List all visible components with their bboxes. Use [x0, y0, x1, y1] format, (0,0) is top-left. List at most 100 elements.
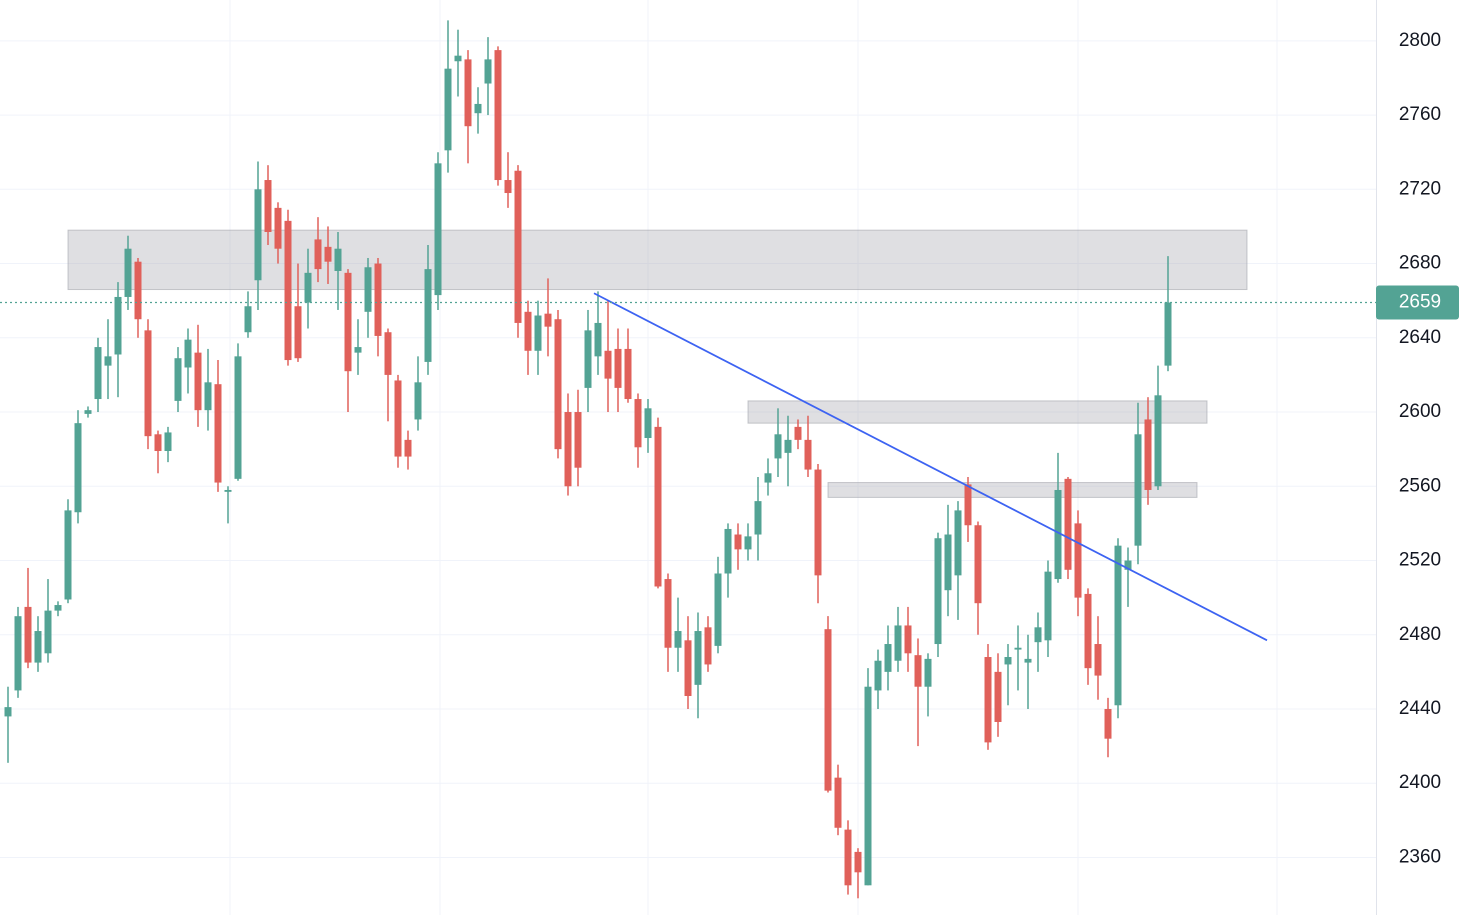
candle-body: [114, 296, 122, 355]
candle-body: [774, 434, 782, 459]
candle-body: [724, 528, 732, 574]
y-tick-label: 2520: [1399, 550, 1441, 571]
y-tick-label: 2400: [1399, 772, 1441, 793]
candle-body: [374, 263, 382, 336]
candle-body: [984, 657, 992, 743]
candle-body: [704, 627, 712, 665]
candle-body: [1124, 560, 1132, 570]
candle-body: [444, 68, 452, 151]
candle-body: [824, 629, 832, 791]
candle-body: [404, 439, 412, 457]
candle-body: [664, 579, 672, 648]
candle-body: [314, 239, 322, 270]
candle-body: [584, 330, 592, 388]
candle-body: [844, 829, 852, 886]
trendline: [593, 292, 1268, 642]
candle-body: [164, 432, 172, 452]
candle-body: [564, 412, 572, 487]
candle-body: [344, 272, 352, 372]
candle-body: [544, 313, 552, 327]
candle-body: [874, 660, 882, 691]
candle-body: [394, 380, 402, 457]
candle-body: [364, 267, 372, 312]
candle-body: [1074, 523, 1082, 598]
y-tick-label: 2360: [1399, 846, 1441, 867]
candle-body: [284, 220, 292, 361]
candle-body: [684, 640, 692, 696]
candle-body: [54, 605, 62, 611]
candle-body: [794, 426, 802, 440]
candle-body: [624, 348, 632, 400]
zone: [827, 482, 1198, 498]
candle-body: [434, 163, 442, 296]
candle-body: [754, 501, 762, 535]
candle-body: [24, 606, 32, 663]
y-tick-label: 2680: [1399, 253, 1441, 274]
candle-body: [994, 671, 1002, 722]
candle-body: [354, 347, 362, 353]
candle-body: [134, 261, 142, 320]
y-tick-label: 2600: [1399, 401, 1441, 422]
candle-body: [244, 306, 252, 333]
candle-body: [324, 246, 332, 262]
candle-body: [424, 269, 432, 362]
y-tick-label: 2560: [1399, 475, 1441, 496]
candle-body: [644, 408, 652, 439]
candle-body: [4, 707, 12, 717]
candle-body: [1024, 658, 1032, 663]
candle-body: [974, 525, 982, 604]
candle-body: [524, 311, 532, 351]
candle-body: [614, 348, 622, 388]
candle-body: [304, 272, 312, 303]
candle-body: [234, 356, 242, 479]
candle-body: [604, 350, 612, 379]
candle-body: [1054, 489, 1062, 580]
candle-body: [494, 50, 502, 181]
candle-body: [504, 180, 512, 194]
candle-body: [514, 170, 522, 323]
zone: [747, 400, 1208, 424]
candle-body: [1164, 302, 1172, 366]
x-grid: [229, 0, 1278, 915]
candle-body: [814, 469, 822, 576]
candle-body: [694, 631, 702, 685]
y-tick-label: 2480: [1399, 624, 1441, 645]
candle-body: [34, 631, 42, 663]
candle-body: [744, 536, 752, 550]
last-price-box: [1376, 285, 1459, 320]
candle-body: [1134, 434, 1142, 546]
candle-body: [224, 489, 232, 492]
candle-body: [784, 439, 792, 453]
candle-body: [924, 658, 932, 687]
candle-body: [634, 399, 642, 448]
candle-body: [654, 426, 662, 587]
candle-body: [1064, 478, 1072, 570]
candle-body: [1084, 593, 1092, 669]
candle-body: [914, 655, 922, 687]
candle-body: [1114, 545, 1122, 706]
y-tick-label: 2440: [1399, 698, 1441, 719]
candle-body: [1014, 647, 1022, 650]
candle-body: [554, 319, 562, 450]
candle-body: [804, 439, 812, 470]
candle-body: [194, 352, 202, 411]
y-tick-label: 2720: [1399, 178, 1441, 199]
candle-body: [1034, 627, 1042, 643]
candle-body: [144, 330, 152, 437]
candle-body: [834, 777, 842, 828]
candle-body: [1144, 419, 1152, 490]
candle-body: [864, 686, 872, 886]
zone: [67, 229, 1248, 291]
candle-body: [934, 538, 942, 645]
candle-body: [84, 410, 92, 414]
candle-body: [534, 315, 542, 351]
candle-body: [64, 510, 72, 600]
candle-body: [254, 189, 262, 281]
candle-body: [264, 180, 272, 232]
candle-body: [294, 306, 302, 359]
candle-body: [854, 851, 862, 873]
candle-body: [734, 534, 742, 550]
candle-body: [464, 59, 472, 127]
candle-body: [1104, 708, 1112, 739]
